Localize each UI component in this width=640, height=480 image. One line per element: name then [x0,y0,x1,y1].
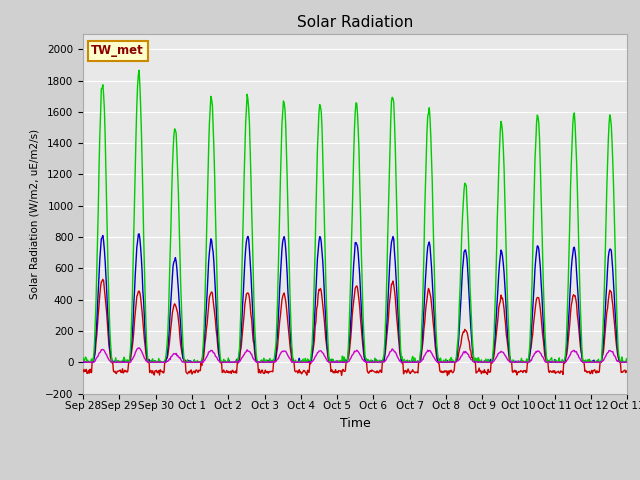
Legend: RNet, Pyranom, PAR_IN, PAR_OUT: RNet, Pyranom, PAR_IN, PAR_OUT [164,479,547,480]
X-axis label: Time: Time [340,417,371,430]
PAR_IN [255,360,263,365]
PAR_IN [435,356,442,361]
Text: TW_met: TW_met [92,44,144,58]
PAR_IN [135,67,143,73]
Line: PAR_IN: PAR_IN [83,70,640,362]
PAR_OUT [149,360,157,365]
Pyranom [135,231,143,237]
Pyranom [434,357,442,363]
RNet [255,370,262,376]
Pyranom [148,358,156,363]
PAR_IN [149,356,157,361]
PAR_OUT [306,359,314,365]
RNet [99,276,107,282]
RNet [284,312,291,318]
Line: RNet: RNet [83,279,640,375]
PAR_IN [467,302,475,308]
Line: PAR_OUT: PAR_OUT [83,348,640,362]
Y-axis label: Solar Radiation (W/m2, uE/m2/s): Solar Radiation (W/m2, uE/m2/s) [29,129,40,299]
PAR_IN [306,358,314,363]
RNet [148,370,156,376]
Pyranom [255,360,262,365]
PAR_IN [83,360,91,365]
Title: Solar Radiation: Solar Radiation [297,15,413,30]
PAR_OUT [255,360,263,365]
PAR_OUT [467,357,475,362]
PAR_OUT [135,345,143,351]
Line: Pyranom: Pyranom [83,234,640,362]
RNet [444,372,451,378]
RNet [434,359,442,364]
RNet [79,369,87,374]
PAR_OUT [79,358,87,364]
Pyranom [284,272,291,277]
PAR_IN [79,355,87,361]
RNet [305,370,313,375]
PAR_OUT [284,353,292,359]
Pyranom [466,311,474,316]
RNet [467,348,475,353]
Pyranom [305,359,313,365]
PAR_OUT [435,359,442,364]
Pyranom [79,360,87,365]
PAR_OUT [81,360,88,365]
PAR_IN [284,208,292,214]
